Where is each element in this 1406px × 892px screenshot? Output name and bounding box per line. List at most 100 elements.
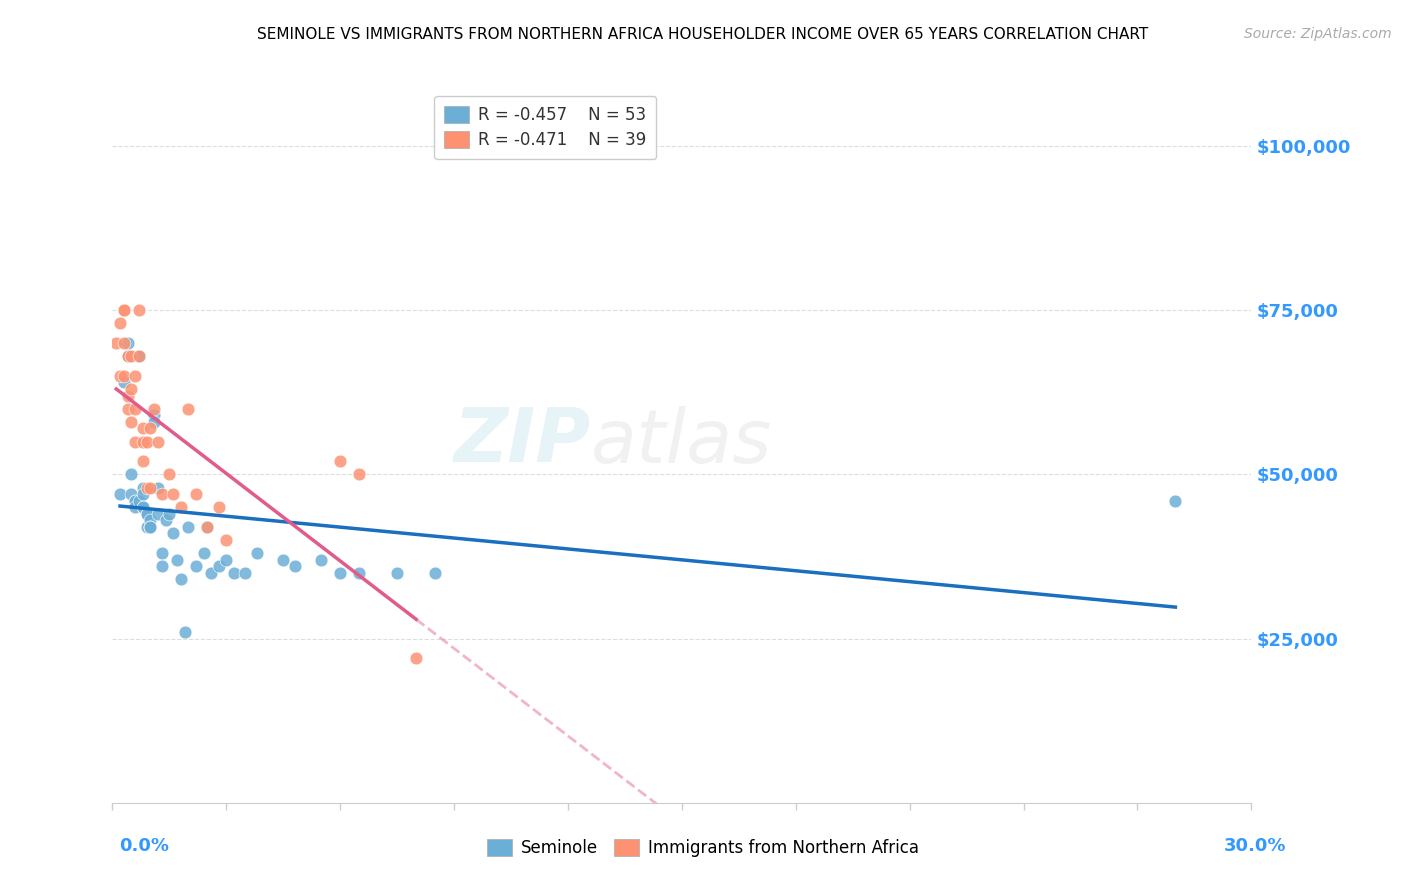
Point	[177, 520, 200, 534]
Point	[108, 368, 131, 383]
Point	[128, 493, 150, 508]
Point	[117, 401, 139, 416]
Point	[1164, 493, 1187, 508]
Point	[121, 487, 143, 501]
Point	[150, 487, 173, 501]
Point	[112, 368, 135, 383]
Point	[132, 500, 155, 515]
Point	[208, 559, 231, 574]
Point	[215, 553, 238, 567]
Point	[146, 507, 169, 521]
Point	[195, 520, 219, 534]
Point	[139, 520, 162, 534]
Point	[146, 481, 169, 495]
Point	[150, 546, 173, 560]
Point	[385, 566, 409, 580]
Point	[135, 481, 157, 495]
Point	[108, 487, 131, 501]
Point	[121, 467, 143, 482]
Point	[193, 546, 215, 560]
Point	[150, 559, 173, 574]
Point	[159, 467, 180, 482]
Point	[143, 401, 166, 416]
Point	[121, 415, 143, 429]
Point	[132, 454, 155, 468]
Point	[162, 487, 184, 501]
Point	[195, 520, 219, 534]
Point	[128, 303, 150, 318]
Point	[405, 651, 427, 665]
Point	[128, 349, 150, 363]
Point	[124, 493, 146, 508]
Point	[309, 553, 333, 567]
Point	[124, 500, 146, 515]
Point	[117, 388, 139, 402]
Point	[128, 349, 150, 363]
Point	[117, 349, 139, 363]
Point	[124, 493, 146, 508]
Point	[132, 481, 155, 495]
Point	[200, 566, 222, 580]
Point	[117, 336, 139, 351]
Point	[139, 520, 162, 534]
Point	[135, 434, 157, 449]
Point	[271, 553, 295, 567]
Point	[132, 487, 155, 501]
Point	[284, 559, 307, 574]
Point	[124, 401, 146, 416]
Point	[170, 573, 193, 587]
Text: SEMINOLE VS IMMIGRANTS FROM NORTHERN AFRICA HOUSEHOLDER INCOME OVER 65 YEARS COR: SEMINOLE VS IMMIGRANTS FROM NORTHERN AFR…	[257, 27, 1149, 42]
Point	[425, 566, 447, 580]
Point	[112, 336, 135, 351]
Point	[170, 500, 193, 515]
Point	[112, 303, 135, 318]
Text: Source: ZipAtlas.com: Source: ZipAtlas.com	[1244, 27, 1392, 41]
Point	[132, 434, 155, 449]
Point	[112, 376, 135, 390]
Text: 30.0%: 30.0%	[1225, 837, 1286, 855]
Point	[184, 487, 207, 501]
Point	[208, 500, 231, 515]
Point	[121, 349, 143, 363]
Legend: Seminole, Immigrants from Northern Africa: Seminole, Immigrants from Northern Afric…	[481, 832, 925, 864]
Point	[155, 513, 177, 527]
Point	[132, 421, 155, 435]
Point	[132, 500, 155, 515]
Point	[108, 316, 131, 330]
Point	[135, 507, 157, 521]
Point	[121, 382, 143, 396]
Point	[128, 349, 150, 363]
Point	[139, 513, 162, 527]
Point	[349, 566, 371, 580]
Point	[349, 467, 371, 482]
Point	[173, 625, 195, 640]
Point	[105, 336, 128, 351]
Point	[177, 401, 200, 416]
Point	[139, 481, 162, 495]
Point	[329, 566, 352, 580]
Point	[166, 553, 188, 567]
Point	[246, 546, 269, 560]
Point	[159, 507, 180, 521]
Point	[139, 421, 162, 435]
Point	[143, 409, 166, 423]
Point	[143, 415, 166, 429]
Point	[235, 566, 257, 580]
Point	[124, 368, 146, 383]
Point	[112, 303, 135, 318]
Point	[215, 533, 238, 547]
Point	[135, 520, 157, 534]
Point	[329, 454, 352, 468]
Point	[124, 434, 146, 449]
Point	[184, 559, 207, 574]
Point	[135, 507, 157, 521]
Point	[117, 349, 139, 363]
Text: 0.0%: 0.0%	[120, 837, 170, 855]
Text: ZIP: ZIP	[454, 405, 591, 478]
Point	[146, 434, 169, 449]
Point	[162, 526, 184, 541]
Point	[139, 520, 162, 534]
Point	[222, 566, 245, 580]
Text: atlas: atlas	[591, 406, 772, 477]
Legend: R = -0.457    N = 53, R = -0.471    N = 39: R = -0.457 N = 53, R = -0.471 N = 39	[434, 95, 657, 159]
